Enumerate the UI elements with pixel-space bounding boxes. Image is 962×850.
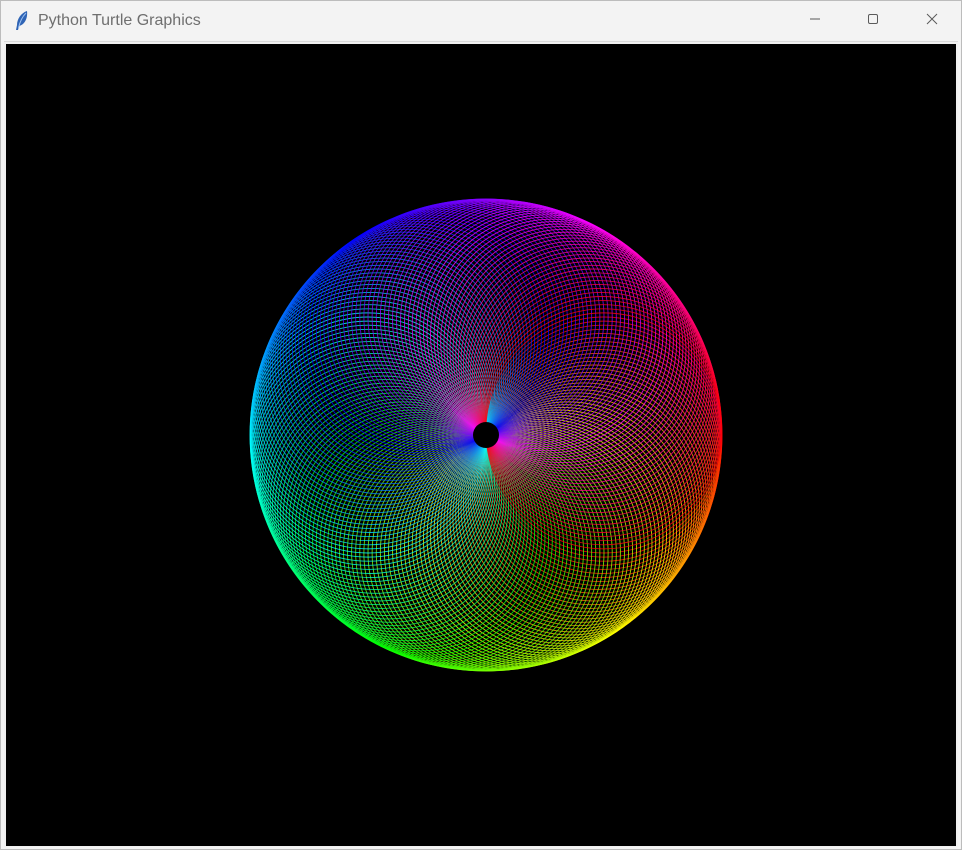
spiro-circle xyxy=(457,240,695,478)
spiro-circle xyxy=(483,296,721,533)
spiro-circle xyxy=(455,237,693,475)
spiro-circle xyxy=(460,243,698,481)
spiro-circle xyxy=(419,210,657,448)
spiro-circle xyxy=(426,214,664,452)
spiro-circle xyxy=(407,205,645,443)
spiro-circle xyxy=(443,226,681,464)
turtle-drawing-canvas[interactable] xyxy=(6,44,956,846)
spiro-circle xyxy=(475,268,713,506)
maximize-button[interactable] xyxy=(844,1,902,41)
minimize-button[interactable] xyxy=(786,1,844,41)
minimize-icon xyxy=(809,12,821,30)
spiro-circle xyxy=(463,247,700,485)
spiro-circle xyxy=(465,250,703,488)
spiro-circle xyxy=(400,203,637,441)
title-bar[interactable]: Python Turtle Graphics xyxy=(1,1,961,41)
spiro-circle xyxy=(436,221,674,458)
spiro-circle xyxy=(440,223,678,461)
spiro-circle xyxy=(482,288,719,525)
spiro-circle xyxy=(383,199,621,437)
window-client-area xyxy=(4,41,958,847)
spiro-circle xyxy=(480,284,718,521)
spiro-circle xyxy=(452,234,690,472)
maximize-icon xyxy=(867,12,879,30)
spiro-circle xyxy=(479,280,717,517)
spiro-circle xyxy=(430,216,667,454)
turtle-center-dot xyxy=(473,422,499,448)
spiro-circle xyxy=(392,201,629,439)
spiro-circle xyxy=(471,261,709,499)
spiro-circle xyxy=(478,276,716,514)
spiro-circle xyxy=(411,207,649,445)
spirograph-drawing xyxy=(249,198,723,672)
spiro-circle xyxy=(404,204,641,442)
spiro-circle xyxy=(422,212,660,450)
turtle-canvas-frame xyxy=(6,44,956,846)
spiro-circle xyxy=(446,228,684,466)
spiro-circle xyxy=(482,292,720,529)
close-icon xyxy=(926,12,938,30)
spiro-circle xyxy=(476,272,714,510)
spiro-circle xyxy=(473,264,711,502)
close-button[interactable] xyxy=(903,1,961,41)
spiro-circle xyxy=(396,202,633,439)
spiro-circle xyxy=(388,200,625,438)
spiro-circle xyxy=(415,208,653,446)
spiro-circle xyxy=(433,218,671,456)
feather-icon xyxy=(12,10,32,32)
spiro-circle xyxy=(467,254,705,491)
spiro-circle xyxy=(469,257,707,495)
window-title: Python Turtle Graphics xyxy=(38,12,201,29)
spiro-circle xyxy=(449,231,687,469)
